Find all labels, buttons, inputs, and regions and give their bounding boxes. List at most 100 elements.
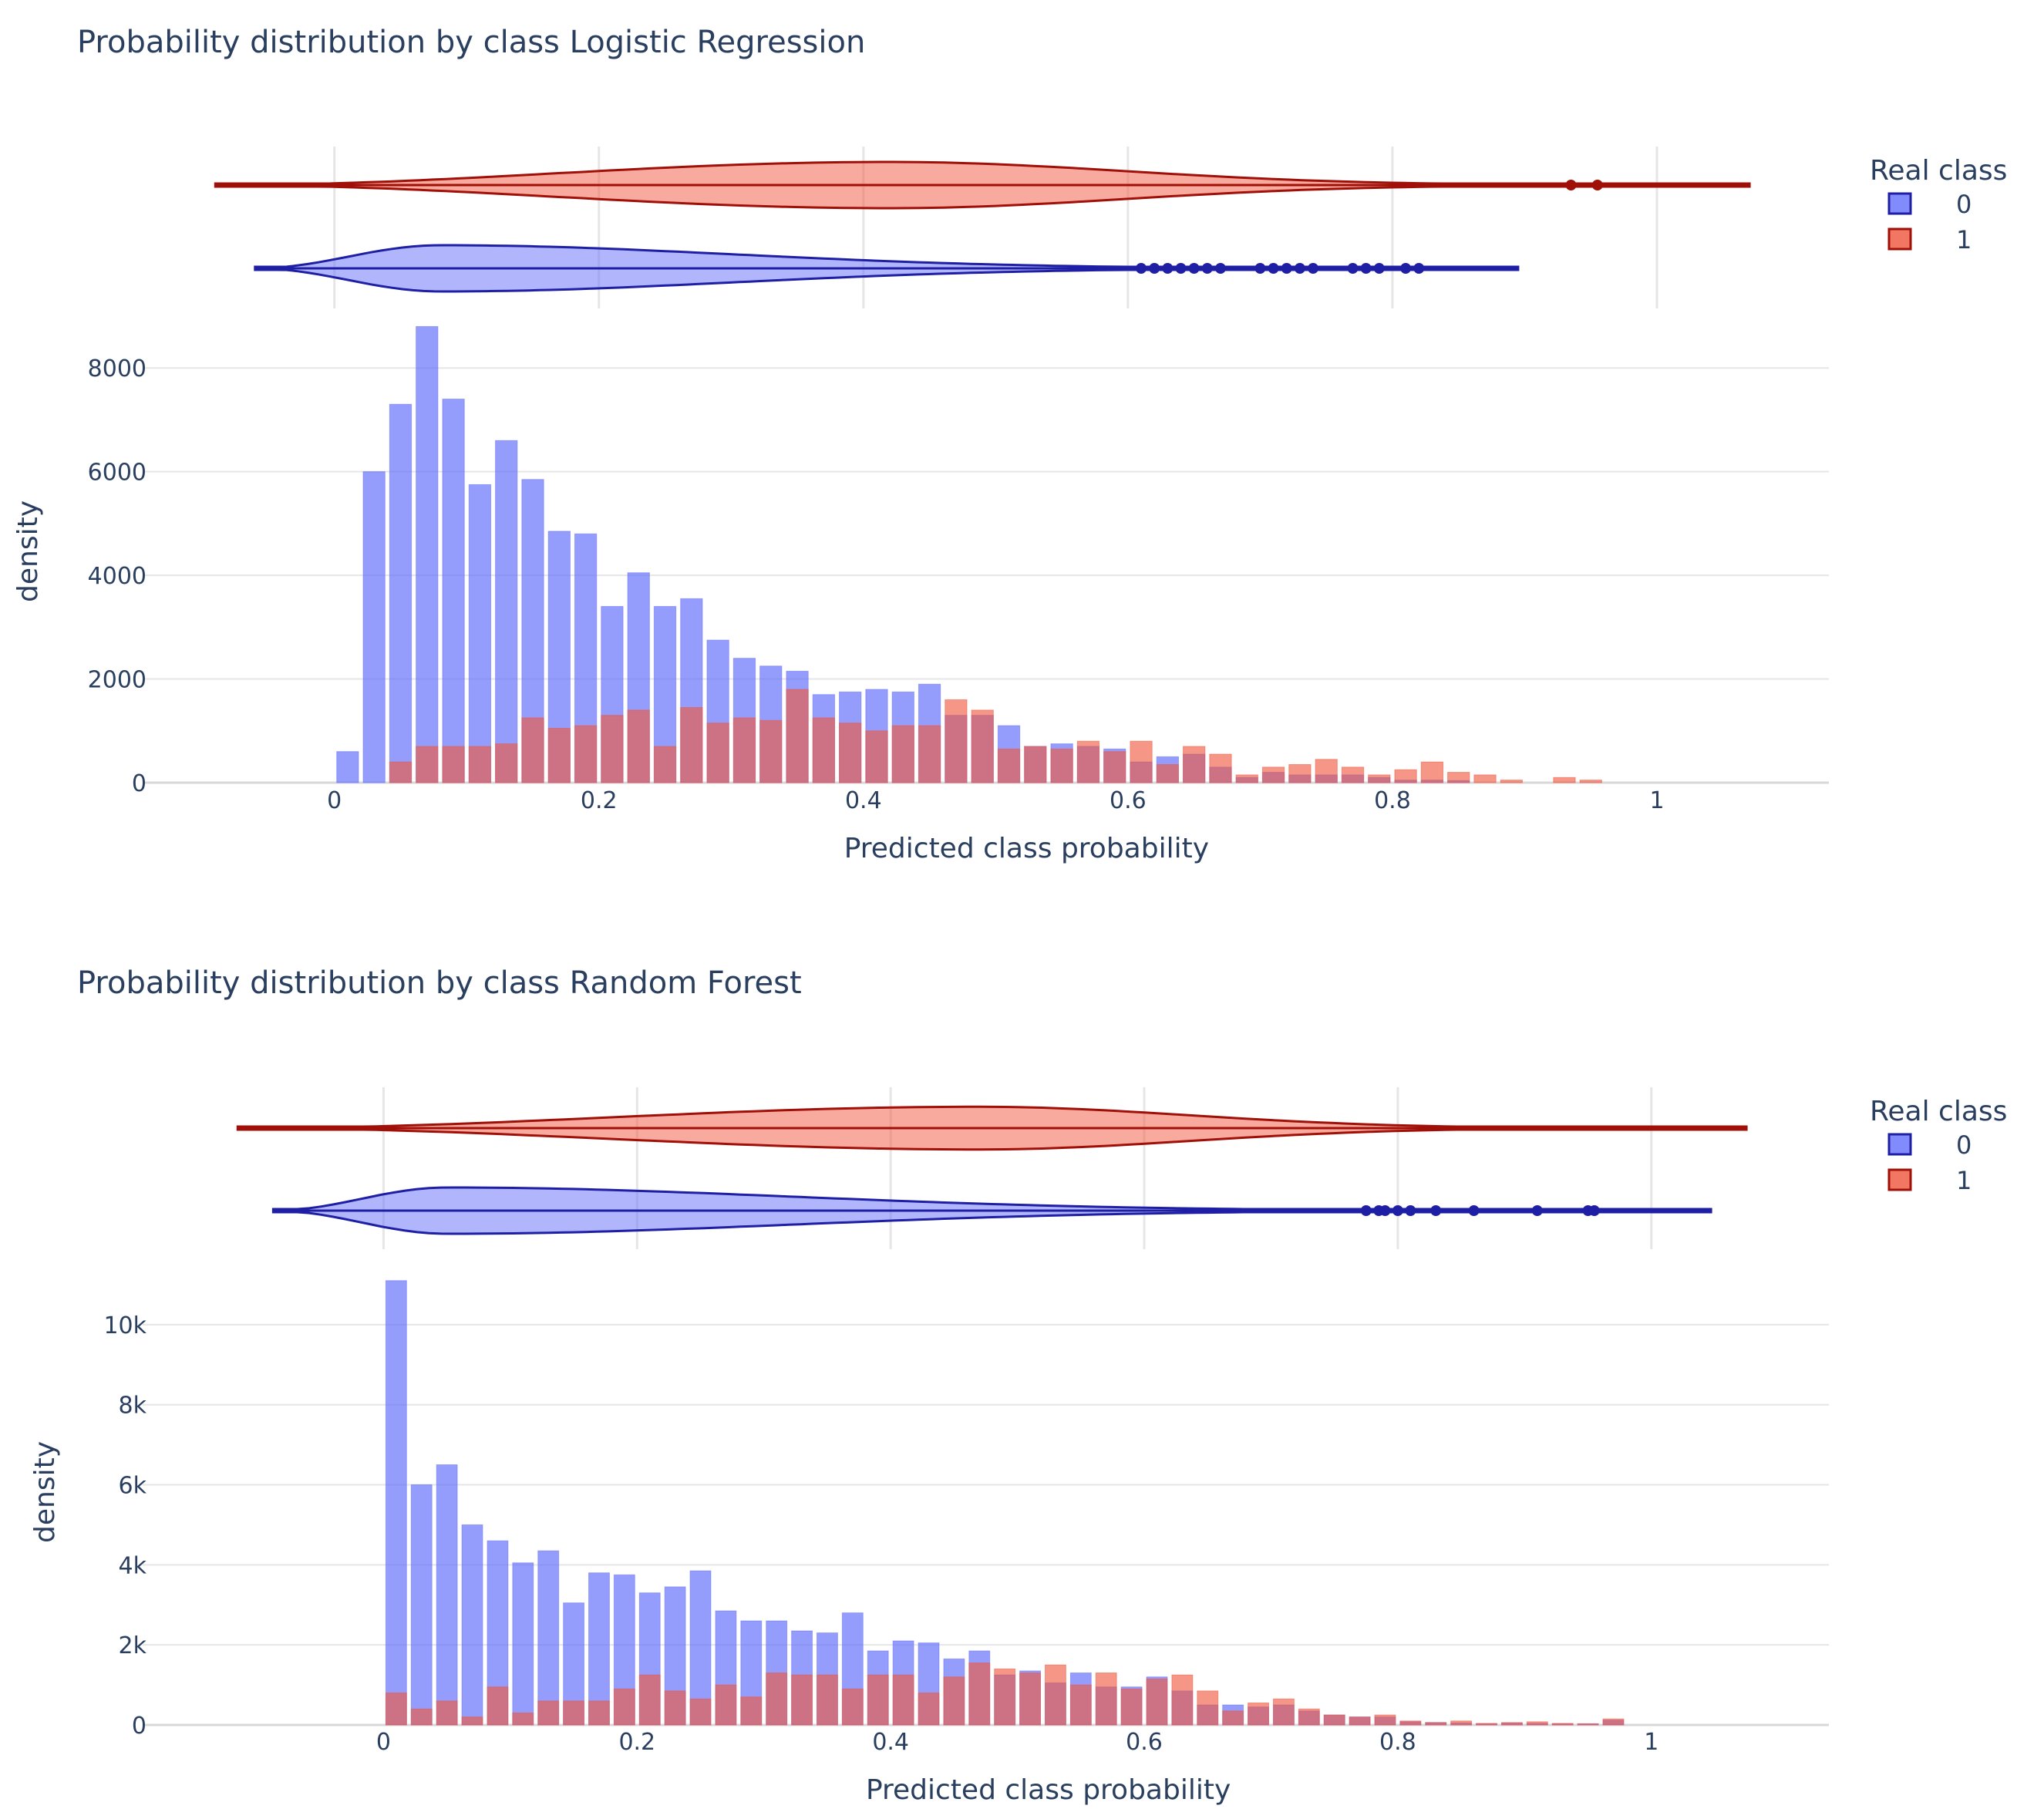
histogram-bar-class-1 — [1288, 763, 1312, 783]
violin-outlier-point-class-0 — [1308, 263, 1319, 274]
histogram-bar-class-1 — [1261, 766, 1285, 783]
legend-title: Real class — [1870, 1096, 2007, 1127]
histogram-bar-class-0 — [362, 471, 386, 783]
histogram-bar-class-1 — [1374, 1714, 1396, 1726]
histogram-bar-class-1 — [442, 746, 465, 783]
histogram-bar-class-1 — [1024, 746, 1047, 783]
histogram-bar-class-0 — [385, 1280, 407, 1726]
histogram-bar-class-1 — [1197, 1690, 1219, 1726]
histogram-bar-class-1 — [867, 1674, 889, 1726]
histogram-bar-class-1 — [1500, 780, 1523, 783]
histogram-bar-class-1 — [766, 1673, 788, 1726]
y-tick-label: 6000 — [88, 460, 146, 487]
violin-outlier-point-class-0 — [1214, 263, 1226, 274]
histogram-bar-class-1 — [791, 1674, 813, 1726]
logistic-regression-panel: 0 2000 4000 6000 8000 0 0.2 0.4 0.6 0.8 1 Predicted… — [12, 147, 2007, 864]
histogram-bar-class-0 — [410, 1484, 433, 1726]
histogram-bar-class-1 — [865, 730, 888, 783]
histogram-bar-class-1 — [1076, 740, 1100, 783]
histogram-bar-class-0 — [389, 403, 413, 783]
histogram-bar-class-1 — [817, 1674, 838, 1726]
histogram-bar-class-1 — [1394, 769, 1417, 783]
x-tick-label: 0.4 — [845, 787, 882, 814]
violin-outlier-point-class-0 — [1405, 1205, 1416, 1216]
histogram-bar-class-1 — [732, 717, 756, 783]
chart-title-random-forest: Probability distribution by class Random… — [77, 965, 802, 1001]
y-axis-title: density — [12, 500, 44, 602]
violin-outlier-point-class-0 — [1162, 263, 1174, 274]
legend-swatch-class-1 — [1887, 1168, 1912, 1191]
legend-label-class-1: 1 — [1956, 225, 1972, 254]
y-tick-label: 0 — [132, 770, 146, 797]
histogram-bar-class-1 — [1019, 1673, 1041, 1726]
violin-outlier-point-class-0 — [1400, 263, 1412, 274]
histogram-bar-class-1 — [389, 761, 413, 783]
histogram-bar-class-1 — [1450, 1720, 1473, 1726]
violin-outlier-point-class-0 — [1468, 1205, 1480, 1216]
violin-outlier-point-class-0 — [1379, 1205, 1391, 1216]
histogram-bar-class-1 — [1050, 748, 1073, 783]
histogram-bar-class-1 — [468, 746, 492, 783]
legend-swatch-class-1 — [1887, 227, 1912, 251]
histogram-bar-class-1 — [521, 717, 544, 783]
x-tick-label: 0.6 — [1126, 1729, 1163, 1756]
y-tick-label: 2000 — [88, 667, 146, 694]
x-tick-label: 0.2 — [618, 1729, 655, 1756]
y-tick-label: 10k — [103, 1312, 146, 1339]
histogram-bar-class-1 — [945, 699, 968, 783]
histogram-bar-class-0 — [512, 1562, 534, 1726]
histogram-bar-class-1 — [627, 709, 650, 783]
histogram-bar-class-1 — [1298, 1708, 1320, 1726]
histogram-bar-class-1 — [512, 1712, 534, 1726]
histogram-bar-class-1 — [1222, 1710, 1244, 1726]
violin-outlier-point-class-0 — [1392, 1205, 1403, 1216]
violin-outlier-point-class-0 — [1360, 1205, 1372, 1216]
x-axis-title: Predicted class probability — [844, 833, 1209, 864]
histogram-bar-class-1 — [1341, 766, 1365, 783]
violin-outlier-point-class-0 — [1281, 263, 1292, 274]
histogram-bar-class-1 — [740, 1696, 763, 1726]
histogram-bar-class-1 — [1069, 1684, 1092, 1726]
histogram-bar-class-0 — [336, 751, 359, 783]
histogram-bar-class-1 — [1551, 1723, 1574, 1726]
x-tick-label: 1 — [1644, 1729, 1658, 1756]
violin-outlier-point-class-0 — [1373, 263, 1385, 274]
x-tick-label: 0.8 — [1379, 1729, 1416, 1756]
histogram-bar-class-1 — [1500, 1722, 1523, 1726]
histogram-bar-class-1 — [1577, 1723, 1599, 1726]
x-axis-title: Predicted class probability — [866, 1774, 1231, 1806]
histogram-bar-class-0 — [436, 1464, 458, 1726]
histogram-bar-class-1 — [1095, 1673, 1117, 1726]
histogram-bar-class-1 — [968, 1662, 991, 1726]
violin-outlier-point-class-0 — [1360, 263, 1372, 274]
violin-outlier-point-class-0 — [1254, 263, 1266, 274]
histogram-bar-class-1 — [653, 746, 677, 783]
histogram-bar-class-1 — [495, 743, 518, 783]
legend-label-class-0: 0 — [1956, 190, 1972, 219]
x-tick-label: 0 — [327, 787, 342, 814]
violin-outlier-point-class-0 — [1149, 263, 1160, 274]
histogram-bar-class-1 — [1209, 753, 1232, 783]
legend-swatch-class-0 — [1887, 1133, 1912, 1156]
violin-outlier-point-class-0 — [1268, 263, 1279, 274]
histogram-bar-class-1 — [1171, 1674, 1194, 1726]
histogram-bar-class-1 — [1420, 761, 1444, 783]
histogram-bar-class-0 — [588, 1572, 610, 1726]
histogram-bar-class-1 — [1183, 746, 1206, 783]
violin-outlier-point-class-0 — [1347, 263, 1359, 274]
histogram-bar-class-1 — [1476, 1723, 1497, 1726]
histogram-bar-class-1 — [601, 715, 624, 783]
histogram-bar-class-1 — [994, 1668, 1016, 1726]
violin-outlier-point-class-0 — [1201, 263, 1213, 274]
histogram-bar-class-1 — [1579, 780, 1602, 783]
x-tick-label: 0 — [376, 1729, 391, 1756]
histogram-bar-class-1 — [943, 1676, 965, 1726]
legend-label-class-1: 1 — [1956, 1166, 1972, 1195]
histogram-bar-class-1 — [638, 1674, 661, 1726]
histogram-bar-class-1 — [971, 709, 994, 783]
histogram-bar-class-1 — [1044, 1664, 1066, 1726]
x-tick-label: 1 — [1649, 787, 1664, 814]
